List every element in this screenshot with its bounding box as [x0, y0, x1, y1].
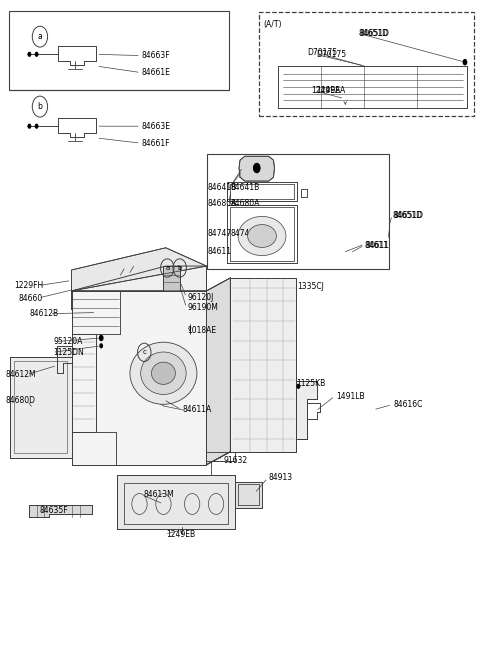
Bar: [207, 155, 389, 269]
Text: 84651D: 84651D: [392, 210, 422, 219]
Polygon shape: [72, 266, 206, 309]
Text: 1491LB: 1491LB: [336, 392, 364, 401]
Text: 84616C: 84616C: [393, 400, 422, 409]
Text: 84641B: 84641B: [207, 183, 237, 192]
Text: 1125DN: 1125DN: [53, 348, 84, 357]
Text: 84680A: 84680A: [230, 199, 260, 208]
Text: c: c: [143, 349, 146, 355]
Polygon shape: [72, 248, 206, 291]
Text: 84611: 84611: [207, 247, 231, 256]
Circle shape: [27, 52, 31, 57]
Text: 1125KB: 1125KB: [297, 379, 326, 388]
Bar: [14, 362, 67, 453]
Bar: [259, 12, 474, 116]
Text: 84663E: 84663E: [142, 122, 171, 131]
Text: 84680D: 84680D: [5, 396, 36, 405]
Text: 84660: 84660: [19, 293, 43, 303]
Text: 84611A: 84611A: [182, 405, 212, 415]
Polygon shape: [239, 157, 275, 181]
Text: 1249EB: 1249EB: [166, 529, 195, 538]
Ellipse shape: [141, 352, 186, 394]
Text: 84651D: 84651D: [393, 210, 423, 219]
Text: 84663F: 84663F: [142, 51, 170, 60]
Circle shape: [35, 52, 38, 57]
Text: 95120A: 95120A: [53, 337, 83, 346]
Text: b: b: [37, 102, 42, 111]
Ellipse shape: [152, 362, 175, 384]
Text: 84747: 84747: [207, 229, 232, 238]
Text: 84611: 84611: [365, 240, 389, 250]
Text: 84661F: 84661F: [142, 139, 170, 147]
Circle shape: [35, 124, 38, 129]
Text: 96120J: 96120J: [187, 293, 214, 302]
Polygon shape: [297, 381, 317, 439]
Polygon shape: [230, 278, 297, 452]
Circle shape: [99, 343, 103, 348]
Circle shape: [463, 59, 468, 66]
Text: 84612B: 84612B: [29, 309, 59, 318]
Text: 1249EA: 1249EA: [311, 86, 340, 96]
Text: b: b: [178, 265, 182, 271]
Text: 84651D: 84651D: [359, 29, 389, 38]
Text: D70175: D70175: [317, 50, 347, 59]
Ellipse shape: [130, 342, 197, 404]
Circle shape: [99, 335, 104, 341]
Text: a: a: [37, 32, 42, 41]
Text: 91632: 91632: [223, 457, 247, 465]
Text: 1335CJ: 1335CJ: [298, 282, 324, 291]
Text: 84680A: 84680A: [207, 199, 237, 208]
Text: 84613M: 84613M: [144, 491, 174, 499]
Polygon shape: [10, 346, 72, 458]
Text: 84913: 84913: [269, 474, 293, 482]
Text: 84641B: 84641B: [230, 183, 260, 192]
Ellipse shape: [238, 216, 286, 255]
Text: 1229FH: 1229FH: [14, 281, 43, 290]
Text: 84661E: 84661E: [142, 68, 171, 77]
Text: 84611: 84611: [364, 240, 388, 250]
Circle shape: [297, 384, 300, 389]
Text: 84612M: 84612M: [5, 370, 36, 379]
Text: 96190M: 96190M: [187, 303, 218, 312]
Text: 84747: 84747: [230, 229, 255, 238]
Polygon shape: [29, 505, 92, 517]
Polygon shape: [235, 481, 262, 508]
Polygon shape: [163, 266, 180, 291]
Circle shape: [27, 124, 31, 129]
Text: 84651D: 84651D: [360, 29, 390, 38]
Ellipse shape: [248, 225, 276, 248]
Polygon shape: [206, 278, 230, 465]
Polygon shape: [117, 476, 235, 529]
Text: 1249EA: 1249EA: [317, 86, 346, 96]
Text: 1018AE: 1018AE: [187, 326, 216, 335]
Polygon shape: [72, 291, 206, 465]
Text: (A/T): (A/T): [263, 20, 281, 29]
Circle shape: [253, 163, 261, 174]
Text: 84635F: 84635F: [40, 506, 69, 515]
Text: D70175: D70175: [307, 48, 337, 58]
Bar: [9, 11, 229, 90]
Text: a: a: [165, 265, 169, 271]
